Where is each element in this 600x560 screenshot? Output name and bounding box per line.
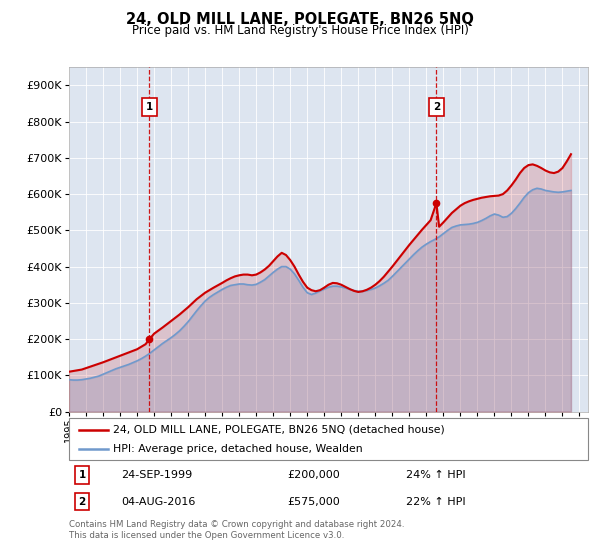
Text: 1: 1 [79, 470, 86, 480]
Text: 2: 2 [79, 497, 86, 507]
Text: 2: 2 [433, 102, 440, 112]
Text: 04-AUG-2016: 04-AUG-2016 [121, 497, 195, 507]
Text: 24% ↑ HPI: 24% ↑ HPI [406, 470, 466, 480]
Text: 24, OLD MILL LANE, POLEGATE, BN26 5NQ: 24, OLD MILL LANE, POLEGATE, BN26 5NQ [126, 12, 474, 27]
Text: 24, OLD MILL LANE, POLEGATE, BN26 5NQ (detached house): 24, OLD MILL LANE, POLEGATE, BN26 5NQ (d… [113, 424, 445, 435]
Text: Price paid vs. HM Land Registry's House Price Index (HPI): Price paid vs. HM Land Registry's House … [131, 24, 469, 36]
Text: 22% ↑ HPI: 22% ↑ HPI [406, 497, 466, 507]
Text: 1: 1 [146, 102, 153, 112]
FancyBboxPatch shape [69, 418, 588, 460]
Text: Contains HM Land Registry data © Crown copyright and database right 2024.
This d: Contains HM Land Registry data © Crown c… [69, 520, 404, 540]
Text: £575,000: £575,000 [287, 497, 340, 507]
Text: HPI: Average price, detached house, Wealden: HPI: Average price, detached house, Weal… [113, 444, 363, 454]
Text: £200,000: £200,000 [287, 470, 340, 480]
Text: 24-SEP-1999: 24-SEP-1999 [121, 470, 192, 480]
